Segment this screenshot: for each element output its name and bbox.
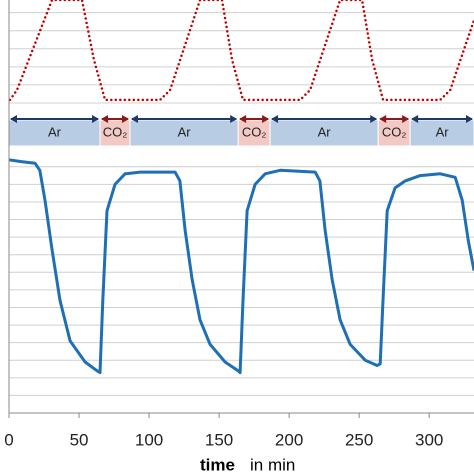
arrow-head <box>101 115 130 123</box>
arrow-head <box>379 115 410 123</box>
phase-band <box>237 119 271 147</box>
phase-label: CO₂ <box>103 124 128 139</box>
phase-band <box>269 119 379 147</box>
x-tick-label: 50 <box>70 430 89 449</box>
arrow-head <box>239 115 270 123</box>
x-tick-label: 200 <box>275 430 303 449</box>
x-axis-label-bold: time <box>200 455 235 474</box>
x-tick-label: 300 <box>415 430 443 449</box>
series-line <box>8 158 474 375</box>
phase-label: CO₂ <box>382 124 407 139</box>
series-line <box>8 0 474 102</box>
phase-band <box>409 119 474 147</box>
x-tick-label: 100 <box>135 430 163 449</box>
x-axis-label: in min <box>250 455 295 474</box>
x-tick-label: 250 <box>345 430 373 449</box>
phase-band <box>99 119 131 147</box>
x-tick-label: 150 <box>205 430 233 449</box>
phase-label: CO₂ <box>242 124 267 139</box>
arrow-head <box>411 115 473 123</box>
phase-label: Ar <box>318 124 332 139</box>
phase-label: Ar <box>48 124 62 139</box>
x-tick-label: 0 <box>4 430 13 449</box>
phase-band <box>377 119 411 147</box>
phase-band <box>8 119 101 147</box>
phase-label: Ar <box>436 124 450 139</box>
phase-label: Ar <box>178 124 192 139</box>
